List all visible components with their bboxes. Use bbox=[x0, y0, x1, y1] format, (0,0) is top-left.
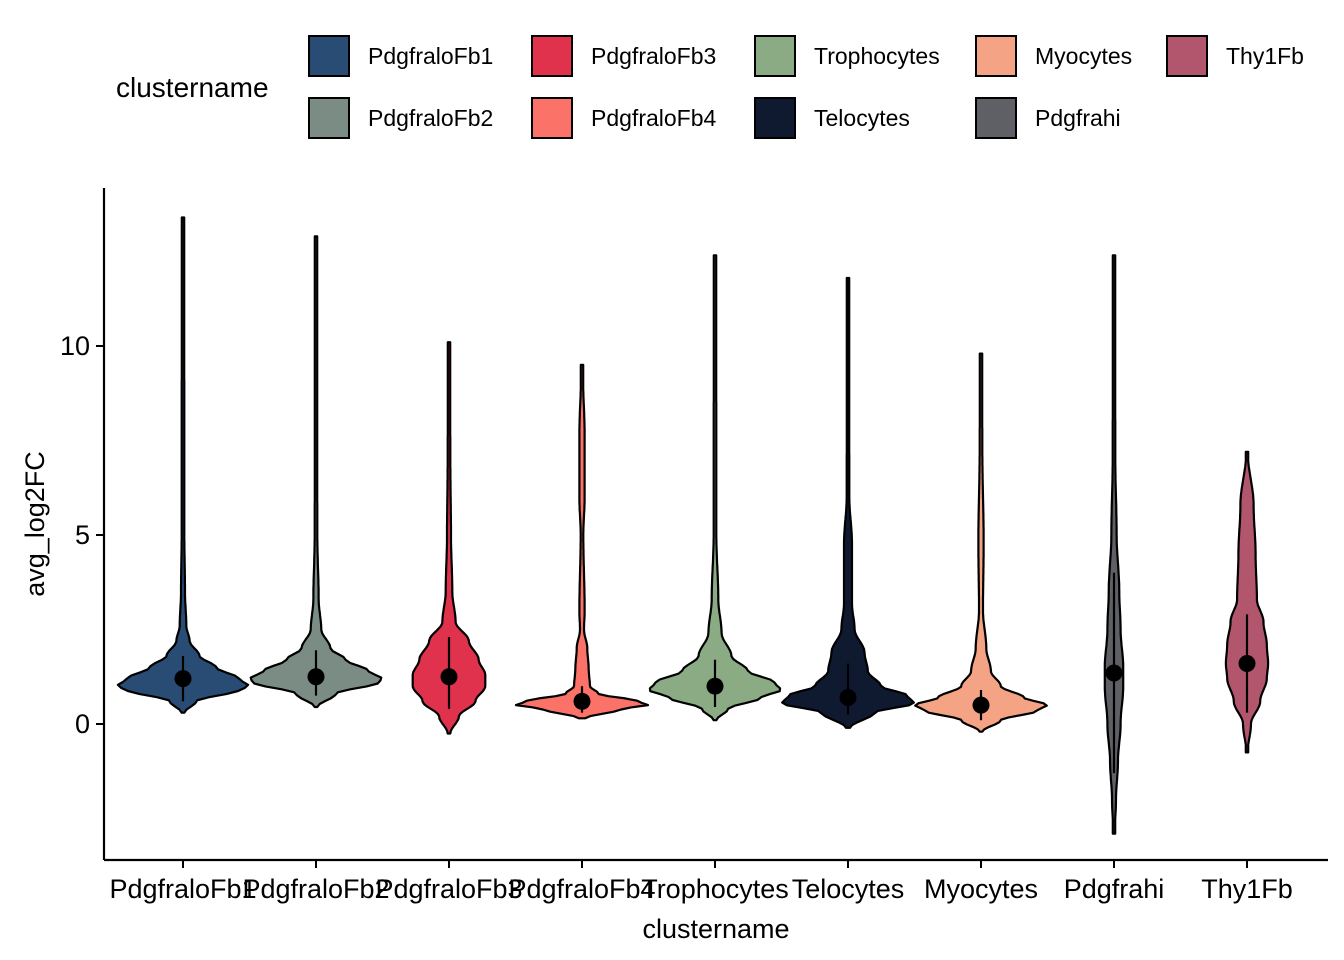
legend-swatch bbox=[975, 97, 1017, 139]
legend-swatch bbox=[975, 35, 1017, 77]
mean-point bbox=[706, 677, 724, 695]
y-axis-title: avg_log2FC bbox=[20, 451, 50, 597]
violin-Myocytes bbox=[914, 352, 1048, 733]
mean-point bbox=[573, 692, 591, 710]
mean-point bbox=[1238, 655, 1256, 673]
legend-item: PdgfraloFb4 bbox=[531, 96, 716, 140]
violin-Trophocytes bbox=[648, 254, 782, 722]
mean-point bbox=[1105, 664, 1123, 682]
legend-label: Thy1Fb bbox=[1226, 42, 1304, 69]
x-tick-label: PdgfraloFb3 bbox=[375, 874, 522, 904]
legend-label: PdgfraloFb1 bbox=[368, 42, 494, 69]
violin-Pdgfrahi bbox=[1103, 254, 1125, 835]
legend-label: PdgfraloFb2 bbox=[368, 104, 494, 131]
x-tick-label: Thy1Fb bbox=[1201, 874, 1293, 904]
legend-swatch bbox=[754, 97, 796, 139]
violin-PdgfraloFb1 bbox=[116, 216, 250, 714]
legend-item: Thy1Fb bbox=[1166, 34, 1304, 78]
legend-item: Telocytes bbox=[754, 96, 910, 140]
mean-point bbox=[839, 689, 857, 707]
legend-item: Myocytes bbox=[975, 34, 1132, 78]
y-tick-label: 5 bbox=[75, 520, 90, 550]
mean-point bbox=[972, 696, 990, 714]
legend-item: PdgfraloFb1 bbox=[308, 34, 493, 78]
legend-label: Trophocytes bbox=[814, 42, 940, 69]
legend-label: Myocytes bbox=[1035, 42, 1133, 69]
legend-label: PdgfraloFb3 bbox=[591, 42, 717, 69]
legend-swatch bbox=[1166, 35, 1208, 77]
legend-label: PdgfraloFb4 bbox=[591, 104, 717, 131]
x-tick-label: PdgfraloFb2 bbox=[242, 874, 389, 904]
legend-item: PdgfraloFb2 bbox=[308, 96, 493, 140]
legend-item: Trophocytes bbox=[754, 34, 940, 78]
x-axis-title: clustername bbox=[642, 914, 789, 944]
legend-swatch bbox=[308, 35, 350, 77]
legend-label: Pdgfrahi bbox=[1035, 104, 1121, 131]
violin-Thy1Fb bbox=[1224, 450, 1270, 754]
x-tick-label: Telocytes bbox=[792, 874, 905, 904]
legend-title: clustername bbox=[116, 72, 269, 103]
x-tick-label: Myocytes bbox=[924, 874, 1038, 904]
y-tick-label: 10 bbox=[60, 331, 90, 361]
x-tick-label: Pdgfrahi bbox=[1064, 874, 1165, 904]
legend-swatch bbox=[754, 35, 796, 77]
violin-PdgfraloFb3 bbox=[411, 341, 487, 735]
mean-point bbox=[174, 670, 192, 688]
legend-swatch bbox=[531, 35, 573, 77]
legend-item: PdgfraloFb3 bbox=[531, 34, 716, 78]
mean-point bbox=[307, 668, 325, 686]
mean-point bbox=[440, 668, 458, 686]
legend-item: Pdgfrahi bbox=[975, 96, 1121, 140]
violin-PdgfraloFb2 bbox=[249, 235, 383, 709]
legend-label: Telocytes bbox=[814, 104, 910, 131]
x-tick-label: Trophocytes bbox=[641, 874, 789, 904]
x-tick-label: PdgfraloFb4 bbox=[508, 874, 655, 904]
violin-Telocytes bbox=[781, 276, 915, 729]
legend-swatch bbox=[531, 97, 573, 139]
violin-PdgfraloFb4 bbox=[514, 363, 650, 720]
y-tick-label: 0 bbox=[75, 709, 90, 739]
legend-swatch bbox=[308, 97, 350, 139]
x-tick-label: PdgfraloFb1 bbox=[109, 874, 256, 904]
